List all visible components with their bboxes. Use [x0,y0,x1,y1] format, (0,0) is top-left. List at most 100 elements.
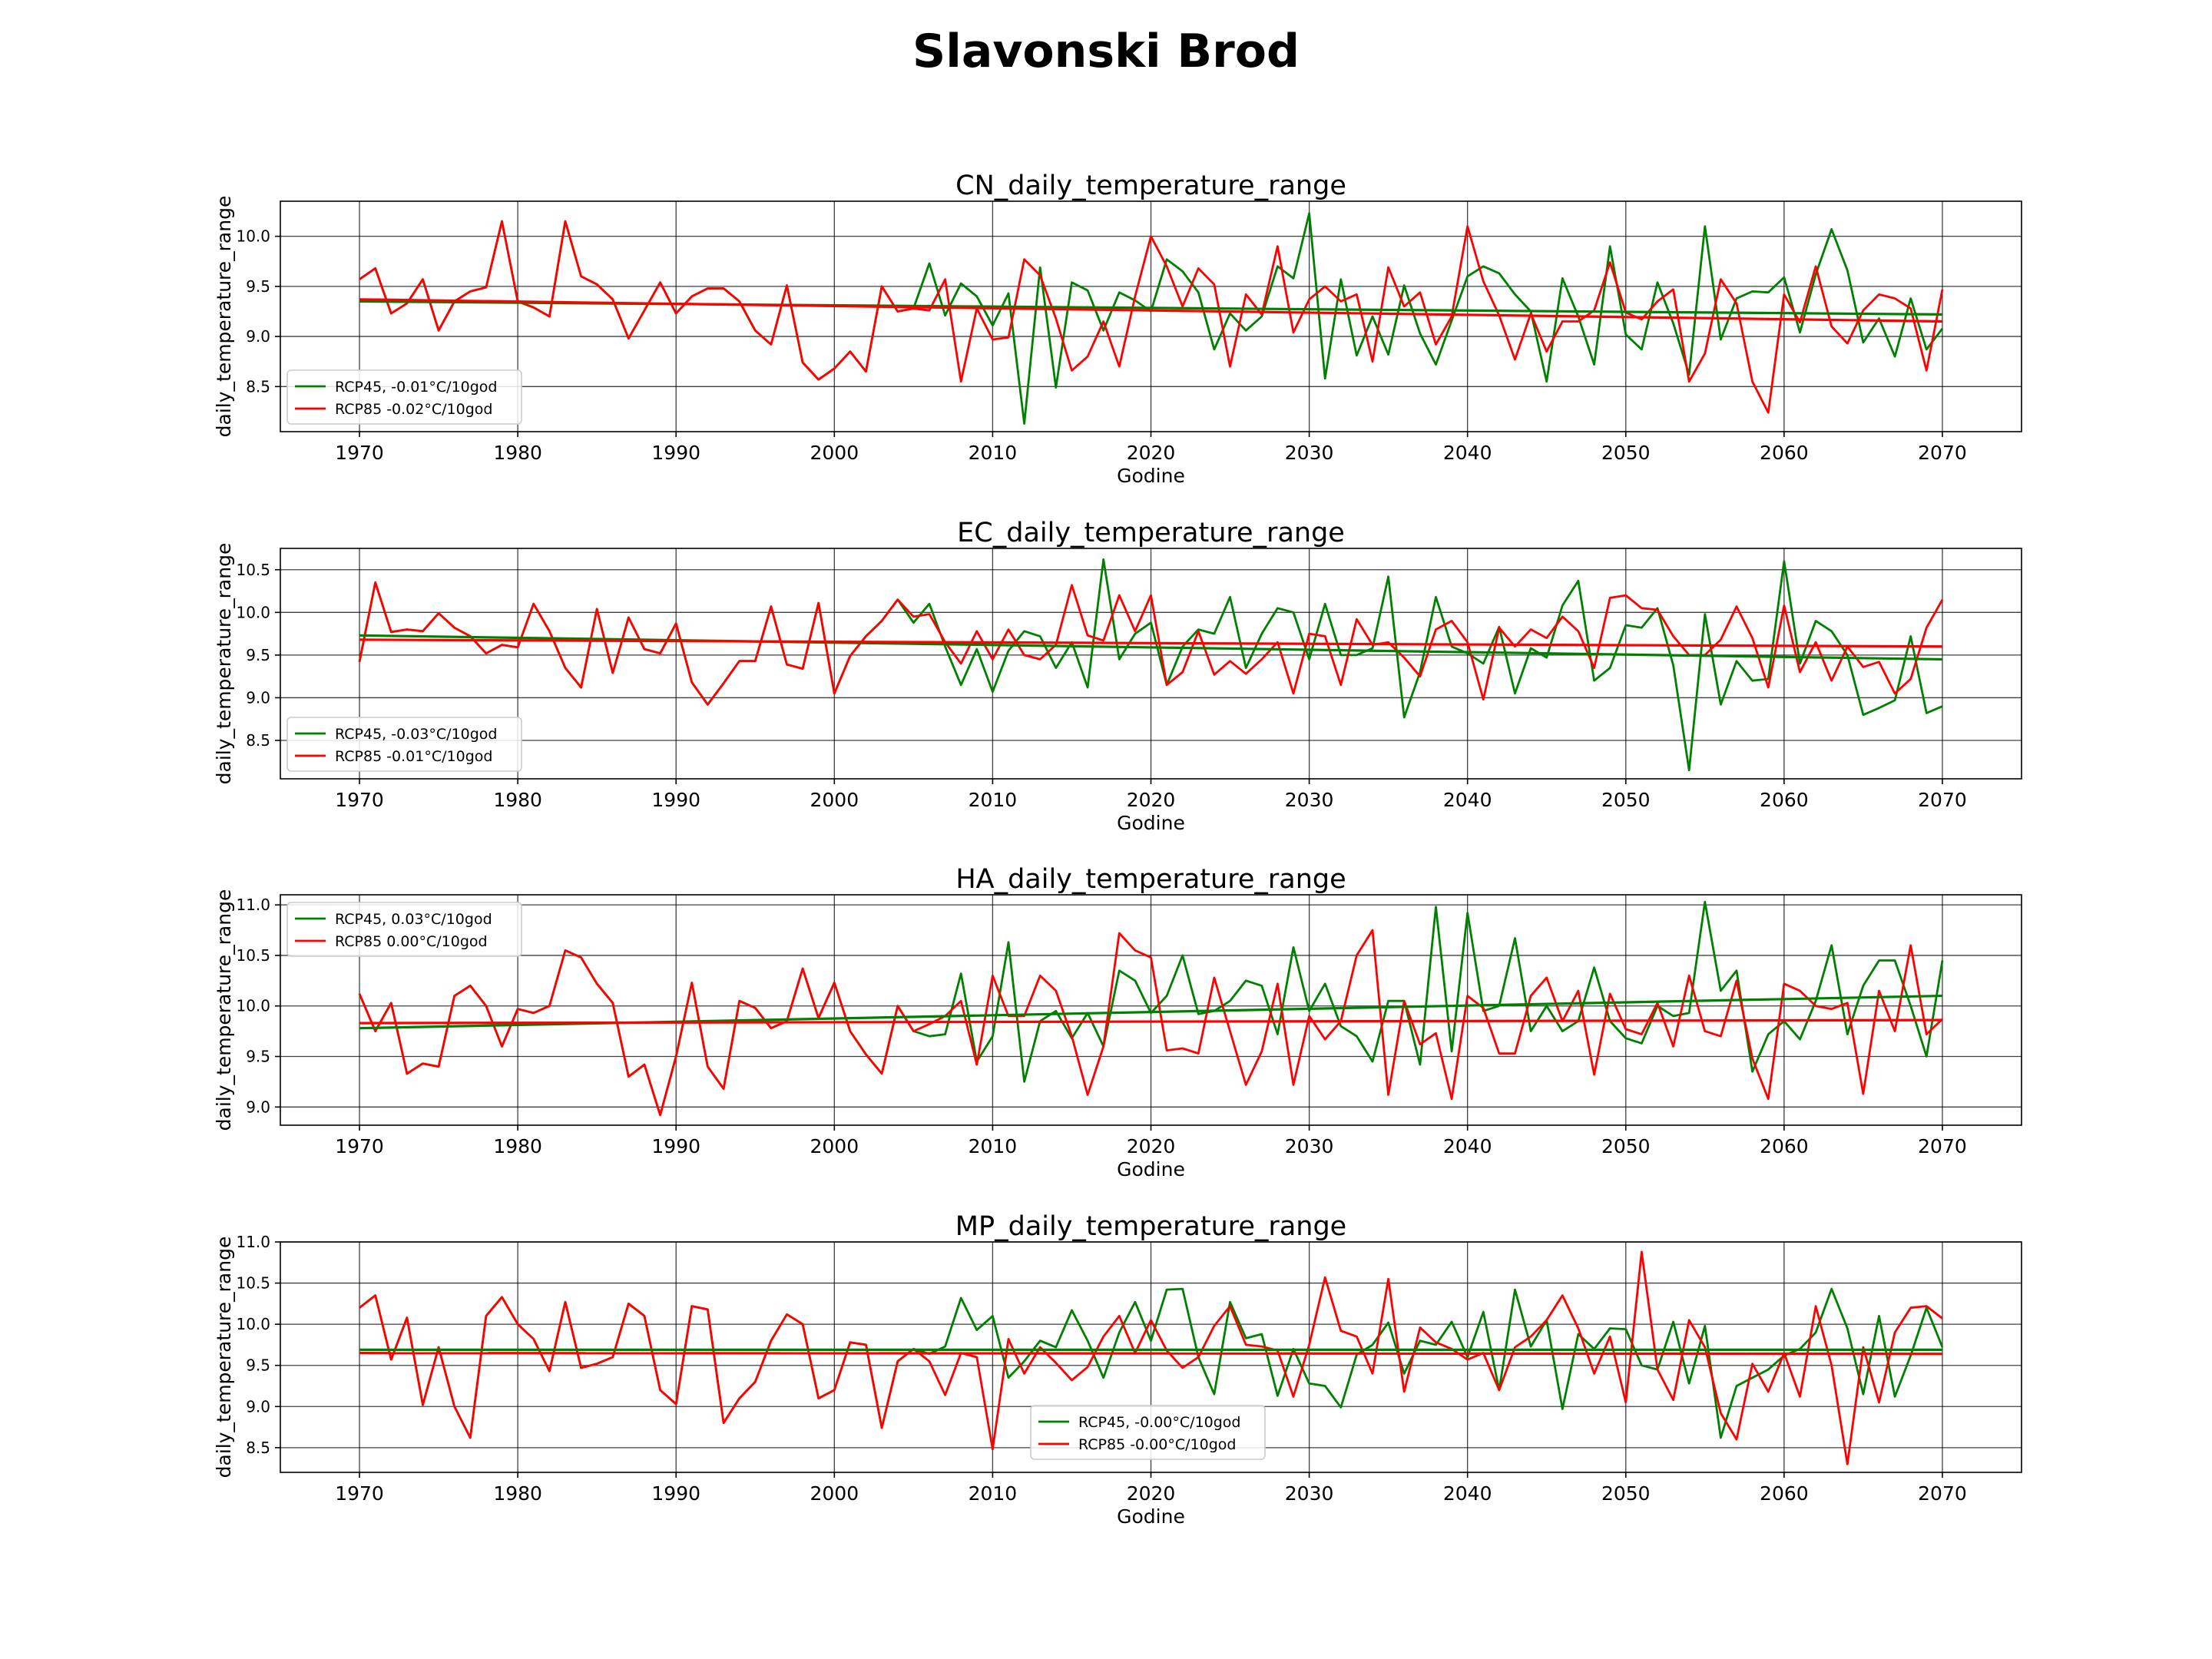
chart-title: EC_daily_temperature_range [957,518,1345,548]
x-tick-label: 1970 [335,442,384,464]
x-tick-label: 2030 [1285,1135,1334,1157]
x-tick-label: 2030 [1285,1482,1334,1505]
x-tick-label: 2020 [1127,789,1176,811]
legend-label-rcp85: RCP85 -0.00°C/10god [1078,1436,1236,1453]
x-tick-label: 2000 [810,789,859,811]
y-tick-label: 10.5 [236,1274,270,1293]
x-tick-label: 2060 [1760,1135,1809,1157]
x-tick-label: 2010 [969,789,1018,811]
chart-panels: CN_daily_temperature_range 1970 1980 1990 20… [213,171,2022,1528]
y-tick-label: 9.5 [246,1356,270,1375]
legend: RCP45, 0.03°C/10god RCP85 0.00°C/10god [286,902,522,957]
figure-title: Slavonski Brod [912,25,1300,78]
chart-panel-3: MP_daily_temperature_range 1970 1980 1990 20… [213,1211,2022,1528]
trend-line-rcp45 [359,634,1942,661]
x-tick-label: 2010 [969,1135,1018,1157]
x-axis-label: Godine [1117,465,1185,487]
chart-title: MP_daily_temperature_range [955,1211,1346,1242]
y-axis-label: daily_temperature_range [213,196,235,438]
x-tick-label: 2060 [1760,789,1809,811]
x-tick-label: 1990 [651,789,700,811]
y-tick-label: 9.0 [246,688,270,707]
plot-frame [280,548,2022,780]
series-line-rcp85 [359,1250,1943,1465]
y-tick-label: 11.0 [236,896,270,914]
x-tick-label: 2060 [1760,1482,1809,1505]
trend-line-rcp85 [359,1352,1942,1356]
y-tick-label: 8.5 [246,377,270,396]
legend-label-rcp45: RCP45, -0.01°C/10god [335,379,498,396]
chart-panel-2: HA_daily_temperature_range 1970 1980 1990 20… [213,864,2022,1181]
legend-label-rcp45: RCP45, -0.00°C/10god [1078,1414,1241,1431]
y-tick-label: 9.0 [246,1098,270,1116]
y-tick-label: 10.0 [236,997,270,1015]
x-tick-label: 2040 [1443,789,1492,811]
x-tick-label: 2070 [1918,1135,1967,1157]
x-tick-label: 2020 [1127,442,1176,464]
x-tick-label: 2010 [969,1482,1018,1505]
plot-frame [280,1241,2022,1473]
x-tick-label: 2000 [810,1135,859,1157]
x-tick-label: 2070 [1918,789,1967,811]
legend-label-rcp85: RCP85 -0.02°C/10god [335,401,492,418]
series-line-rcp85 [358,929,1943,1117]
x-tick-label: 2000 [810,442,859,464]
x-tick-label: 2030 [1285,442,1334,464]
x-axis-label: Godine [1117,812,1185,834]
x-axis-label: Godine [1117,1505,1185,1528]
legend-label-rcp45: RCP45, 0.03°C/10god [335,911,492,928]
y-tick-label: 9.0 [246,1397,270,1416]
y-tick-label: 10.0 [236,227,270,246]
y-tick-label: 9.5 [246,277,270,296]
plot-frame [280,200,2022,432]
legend-box [286,902,522,957]
y-tick-label: 10.5 [236,946,270,965]
y-axis-label: daily_temperature_range [213,543,235,785]
y-tick-label: 8.5 [246,731,270,750]
y-tick-label: 10.5 [236,561,270,579]
x-tick-label: 2040 [1443,442,1492,464]
chart-title: HA_daily_temperature_range [955,864,1346,895]
x-tick-label: 1970 [335,789,384,811]
y-axis-label: daily_temperature_range [213,1237,235,1479]
legend-box [286,717,522,772]
y-tick-label: 9.5 [246,1048,270,1066]
x-tick-label: 2050 [1601,1482,1651,1505]
y-tick-label: 9.0 [246,327,270,346]
y-axis-label: daily_temperature_range [213,889,235,1131]
x-tick-label: 2070 [1918,1482,1967,1505]
legend-label-rcp45: RCP45, -0.03°C/10god [335,726,498,743]
x-tick-label: 2060 [1760,442,1809,464]
x-tick-label: 2050 [1601,442,1651,464]
x-tick-label: 2010 [969,442,1018,464]
legend-box [286,369,522,425]
legend: RCP45, -0.00°C/10god RCP85 -0.00°C/10god [1030,1405,1266,1460]
x-tick-label: 1980 [493,1482,542,1505]
x-tick-label: 1970 [335,1482,384,1505]
x-tick-label: 1990 [651,442,700,464]
chart-panel-1: EC_daily_temperature_range 1970 1980 1990 20… [213,518,2022,834]
trend-line-rcp85 [359,298,1942,323]
x-tick-label: 2070 [1918,442,1967,464]
y-tick-label: 10.0 [236,603,270,621]
x-axis-label: Godine [1117,1158,1185,1181]
legend-box [1030,1405,1266,1460]
series-line-rcp85 [359,220,1944,414]
chart-title: CN_daily_temperature_range [955,171,1346,201]
x-tick-label: 2020 [1127,1482,1176,1505]
legend: RCP45, -0.03°C/10god RCP85 -0.01°C/10god [286,717,522,772]
y-tick-label: 8.5 [246,1439,270,1457]
x-tick-label: 2040 [1443,1482,1492,1505]
x-tick-label: 2050 [1601,1135,1651,1157]
x-tick-label: 2040 [1443,1135,1492,1157]
x-tick-label: 1980 [493,442,542,464]
series-line-rcp85 [358,581,1944,706]
y-tick-label: 10.0 [236,1315,270,1333]
trend-line-rcp85 [359,638,1942,648]
x-tick-label: 1970 [335,1135,384,1157]
chart-panel-0: CN_daily_temperature_range 1970 1980 1990 20… [213,171,2022,487]
y-tick-label: 11.0 [236,1233,270,1251]
trend-line-rcp85 [359,1018,1942,1025]
x-tick-label: 2030 [1285,789,1334,811]
